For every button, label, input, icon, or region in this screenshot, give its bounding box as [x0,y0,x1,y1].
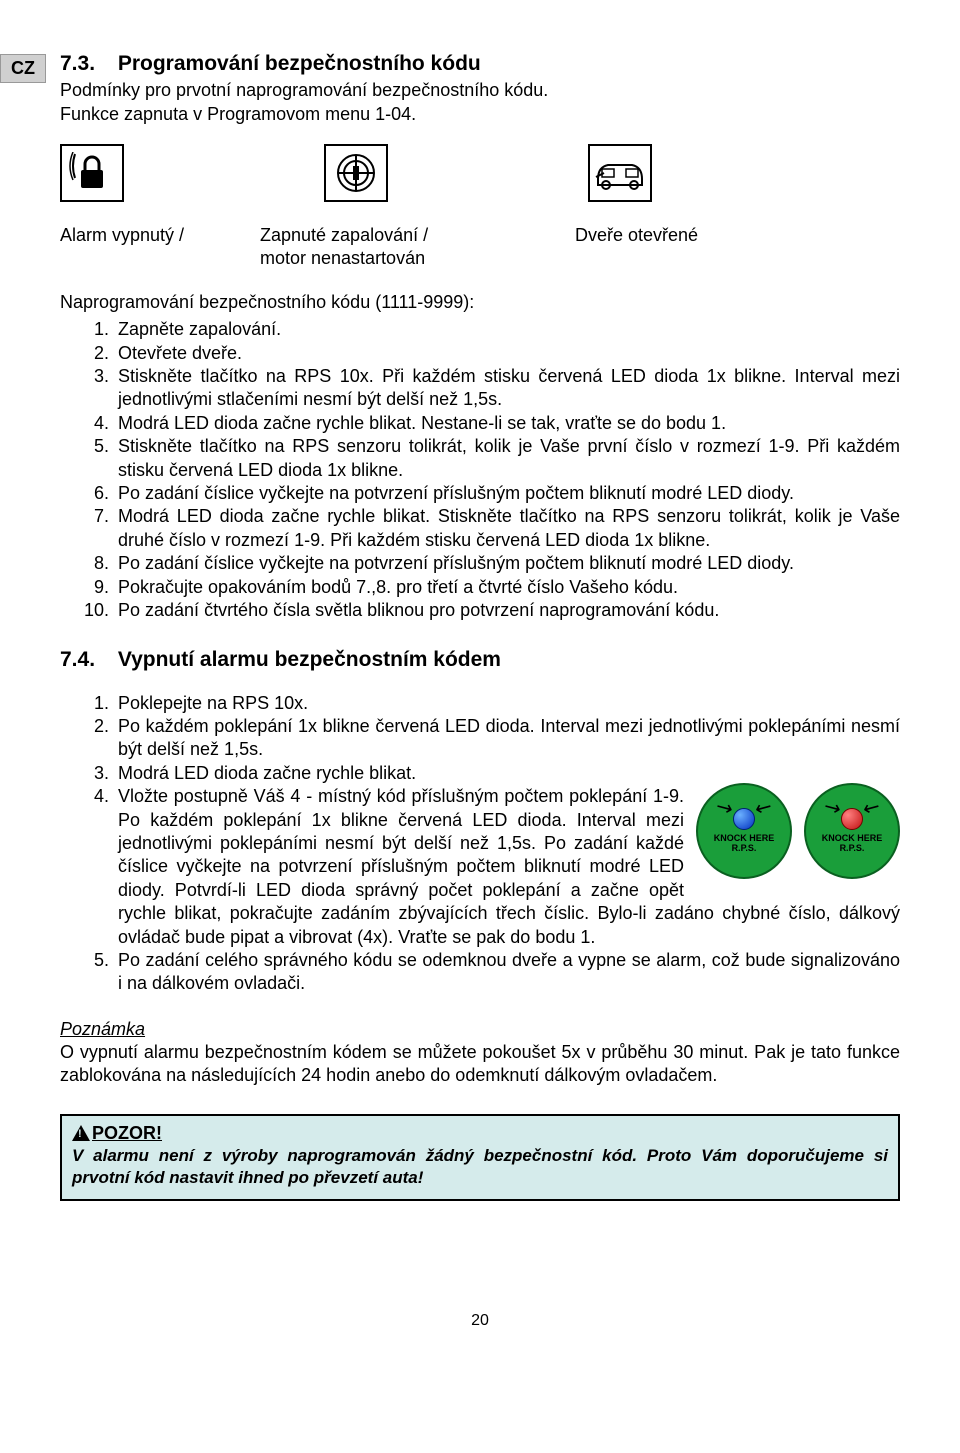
door-open-icon [588,144,652,202]
rps-blue-icon: ↘↙ KNOCK HERER.P.S. [696,783,792,879]
section-7-4-heading: 7.4. Vypnutí alarmu bezpečnostním kódem [60,646,900,673]
section-7-3-title: Programování bezpečnostního kódu [118,52,481,75]
caption-ignition-on-1: Zapnuté zapalování / [260,224,575,247]
rps-sensor-figure: ↘↙ KNOCK HERER.P.S. ↘↙ KNOCK HERER.P.S. [696,783,900,879]
section-7-4-number: 7.4. [60,646,112,673]
list-item: ↘↙ KNOCK HERER.P.S. ↘↙ KNOCK HERER.P.S. … [114,785,900,949]
language-tab: CZ [0,54,46,83]
steps-7-4-list: Poklepejte na RPS 10x. Po každém poklepá… [108,692,900,996]
caption-ignition-on-2: motor nenastartován [260,247,575,270]
intro-line-2: Funkce zapnuta v Programovom menu 1-04. [60,103,900,126]
list-item: Zapněte zapalování. [114,318,900,341]
section-7-3-heading: 7.3. Programování bezpečnostního kódu [60,50,900,77]
caption-row: Alarm vypnutý / Zapnuté zapalování / mot… [60,224,900,271]
alarm-off-icon [60,144,124,202]
list-item: Modrá LED dioda začne rychle blikat. [114,762,900,785]
list-item: Otevřete dveře. [114,342,900,365]
note-title: Poznámka [60,1018,900,1041]
list-item: Modrá LED dioda začne rychle blikat. Sti… [114,505,900,552]
list-item: Po každém poklepání 1x blikne červená LE… [114,715,900,762]
section-7-3-number: 7.3. [60,50,112,77]
note-body: O vypnutí alarmu bezpečnostním kódem se … [60,1041,900,1088]
programming-subhead: Naprogramování bezpečnostního kódu (1111… [60,291,900,314]
note-block: Poznámka O vypnutí alarmu bezpečnostním … [60,1018,900,1088]
caption-door-open: Dveře otevřené [575,224,698,271]
section-7-4-title: Vypnutí alarmu bezpečnostním kódem [118,648,501,671]
icon-row [60,144,900,202]
caption-alarm-off: Alarm vypnutý / [60,224,260,271]
ignition-on-icon [324,144,388,202]
list-item: Po zadání číslice vyčkejte na potvrzení … [114,552,900,575]
warning-icon [72,1125,90,1141]
warning-box: POZOR! V alarmu není z výroby naprogramo… [60,1114,900,1202]
list-item: Poklepejte na RPS 10x. [114,692,900,715]
intro-line-1: Podmínky pro prvotní naprogramování bezp… [60,79,900,102]
rps-red-icon: ↘↙ KNOCK HERER.P.S. [804,783,900,879]
list-item: Po zadání číslice vyčkejte na potvrzení … [114,482,900,505]
list-item: Modrá LED dioda začne rychle blikat. Nes… [114,412,900,435]
warning-body: V alarmu není z výroby naprogramován žád… [72,1145,888,1189]
page-number: 20 [60,1311,900,1332]
list-item: Pokračujte opakováním bodů 7.,8. pro tře… [114,576,900,599]
list-item: Stiskněte tlačítko na RPS senzoru tolikr… [114,435,900,482]
list-item: Po zadání čtvrtého čísla světla bliknou … [114,599,900,622]
warning-title: POZOR! [92,1123,162,1143]
steps-7-3-list: Zapněte zapalování. Otevřete dveře. Stis… [108,318,900,622]
list-item: Po zadání celého správného kódu se odemk… [114,949,900,996]
list-item: Stiskněte tlačítko na RPS 10x. Při každé… [114,365,900,412]
